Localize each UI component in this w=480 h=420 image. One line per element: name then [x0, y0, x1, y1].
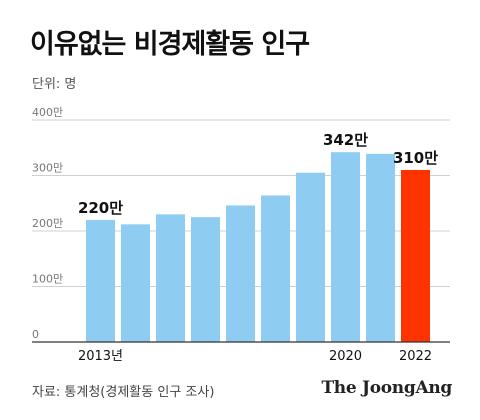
bar	[226, 205, 255, 342]
bar-highlight	[401, 169, 430, 342]
y-tick-label: 200만	[32, 217, 63, 230]
y-axis-ticks: 0 100만 200만 300만 400만	[32, 106, 63, 341]
y-tick-label: 400만	[32, 106, 63, 119]
x-tick-label: 2013년	[78, 349, 123, 364]
data-labels: 220만 342만 310만	[78, 131, 438, 217]
x-tick-label: 2020	[329, 349, 362, 364]
unit-label: 단위: 명	[32, 77, 77, 92]
bar	[121, 224, 150, 342]
bars	[86, 152, 430, 342]
chart-title: 이유없는 비경제활동 인구	[30, 29, 310, 60]
y-tick-label: 0	[32, 328, 39, 341]
bar	[191, 217, 220, 342]
y-tick-label: 300만	[32, 162, 63, 175]
bar	[86, 219, 115, 342]
x-axis-labels: 2013년 2020 2022	[78, 349, 432, 364]
data-label: 310만	[393, 149, 438, 167]
bar	[261, 195, 290, 342]
bar	[296, 172, 325, 342]
x-tick-label: 2022	[399, 349, 432, 364]
bar	[366, 153, 395, 342]
brand-logo: The JoongAng	[321, 378, 452, 398]
bar	[331, 152, 360, 342]
data-label: 342만	[323, 131, 368, 149]
bar	[156, 214, 185, 342]
data-label: 220만	[78, 199, 123, 217]
y-tick-label: 100만	[32, 273, 63, 286]
source-note: 자료: 통계청(경제활동 인구 조사)	[32, 385, 215, 400]
